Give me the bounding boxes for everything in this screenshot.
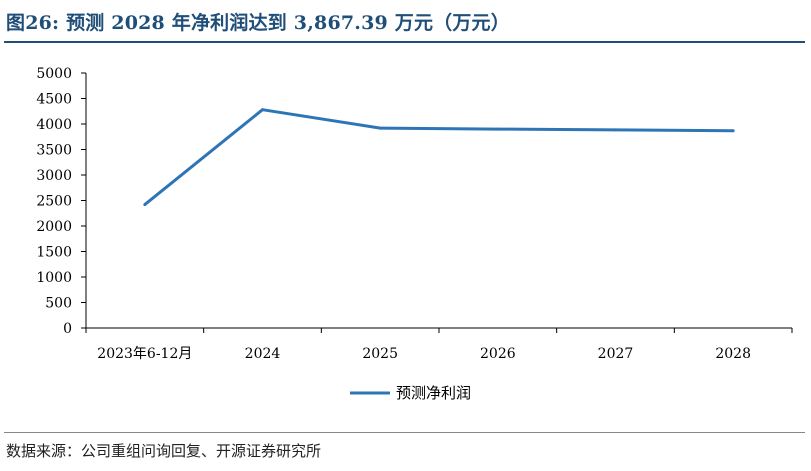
x-tick-label: 2027 <box>598 346 634 362</box>
y-tick-label: 2500 <box>36 194 72 210</box>
y-axis-ticks: 0 500 1000 1500 2000 2500 3000 3500 4000 4500 5000 <box>36 66 86 337</box>
title-divider <box>4 41 805 43</box>
line-chart: 0 500 1000 1500 2000 2500 3000 3500 4000 4500 5000… <box>36 66 793 402</box>
y-tick-label: 4000 <box>36 117 72 133</box>
series-group <box>143 108 735 207</box>
footer-divider <box>4 432 805 433</box>
x-axis-ticks: 2023年6-12月 2024 2025 2026 2027 2028 <box>85 328 793 362</box>
data-point <box>614 128 617 132</box>
chart-title: 图26: 预测 2028 年净利润达到 3,867.39 万元（万元） <box>6 12 510 34</box>
x-tick-label: 2028 <box>715 346 751 362</box>
x-tick-label: 2023年6-12月 <box>97 346 192 362</box>
y-tick-label: 5000 <box>36 66 72 82</box>
y-tick-label: 2000 <box>36 219 72 235</box>
source-note: 数据来源：公司重组问询回复、开源证券研究所 <box>6 442 322 460</box>
axes <box>85 73 792 329</box>
y-tick-label: 1000 <box>36 270 72 286</box>
y-tick-label: 3500 <box>36 143 72 159</box>
data-point <box>378 126 382 130</box>
y-tick-label: 0 <box>63 321 72 337</box>
y-tick-label: 4500 <box>36 92 72 108</box>
data-point <box>261 108 264 112</box>
y-tick-label: 3000 <box>36 168 72 184</box>
x-tick-label: 2026 <box>480 346 516 362</box>
data-point <box>496 127 500 131</box>
x-tick-label: 2024 <box>245 346 281 362</box>
data-point <box>143 203 147 207</box>
data-point <box>731 129 735 133</box>
series-line <box>143 108 734 206</box>
x-tick-label: 2025 <box>362 346 398 362</box>
y-tick-label: 1500 <box>36 245 72 261</box>
legend: 预测净利润 <box>350 384 471 402</box>
y-tick-label: 500 <box>45 296 72 312</box>
legend-label: 预测净利润 <box>396 384 471 402</box>
